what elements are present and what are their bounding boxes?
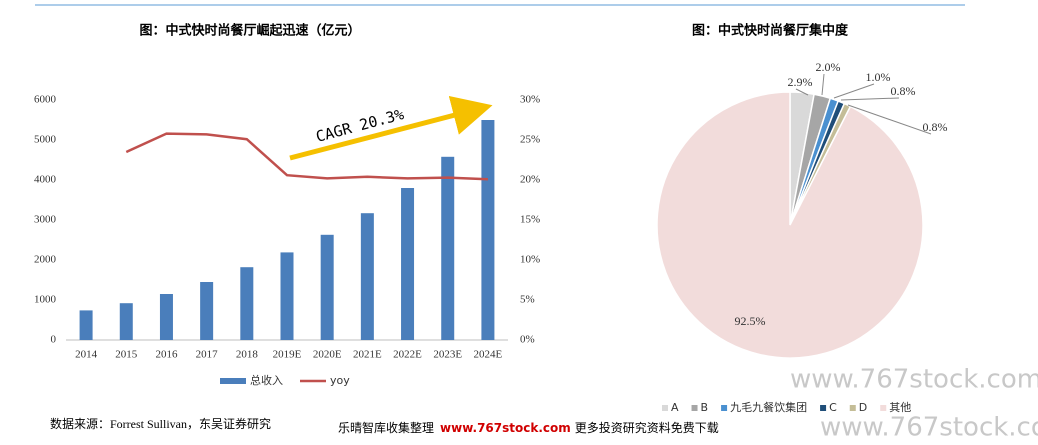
- legend-label: yoy: [330, 374, 350, 387]
- legend-label: 总收入: [250, 373, 283, 387]
- x-tick-label: 2022E: [393, 349, 422, 361]
- y-tick-label: 1000: [34, 294, 57, 306]
- data-label: 0.8%: [891, 84, 916, 98]
- bar: [119, 303, 133, 340]
- legend-swatch: [220, 378, 246, 384]
- x-tick-label: 2021E: [353, 349, 382, 361]
- cagr-arrow: [289, 95, 493, 161]
- bar: [79, 310, 93, 340]
- data-label: 2.9%: [788, 75, 813, 89]
- legend-label: A: [671, 401, 679, 414]
- legend-label: C: [829, 401, 837, 414]
- legend-swatch: [880, 405, 887, 411]
- y2-tick-label: 25%: [520, 134, 540, 146]
- bar: [441, 156, 455, 340]
- y2-tick-label: 0%: [520, 334, 535, 346]
- x-tick-label: 2023E: [433, 349, 462, 361]
- watermark: www.767stock.com: [790, 365, 1038, 395]
- data-label: 2.0%: [816, 60, 841, 74]
- bar: [159, 294, 173, 340]
- legend-label: D: [859, 401, 867, 414]
- data-label: 92.5%: [735, 314, 766, 328]
- leader-line: [840, 97, 900, 101]
- x-tick-label: 2020E: [313, 349, 342, 361]
- x-tick-label: 2016: [155, 349, 178, 361]
- y-tick-label: 3000: [34, 214, 57, 226]
- y2-tick-label: 5%: [520, 294, 535, 306]
- bar: [240, 267, 254, 340]
- bar: [401, 188, 415, 340]
- bar: [360, 213, 374, 340]
- y-tick-label: 0: [51, 334, 57, 346]
- y-tick-label: 4000: [34, 174, 57, 186]
- x-tick-label: 2024E: [474, 349, 503, 361]
- source-note: 数据来源：Forrest Sullivan，东吴证券研究: [50, 416, 271, 431]
- leader-line: [821, 73, 825, 96]
- bar: [320, 234, 334, 340]
- legend-label: B: [701, 401, 709, 414]
- chart-title: 图：中式快时尚餐厅集中度: [692, 23, 849, 39]
- leader-line: [833, 83, 875, 99]
- banner: 乐晴智库收集整理 www.767stock.com 更多投资研究资料免费下载: [338, 420, 719, 435]
- x-tick-label: 2014: [75, 349, 98, 361]
- y2-tick-label: 30%: [520, 94, 540, 106]
- chart-title: 图：中式快时尚餐厅崛起迅速（亿元）: [139, 23, 360, 39]
- x-tick-label: 2019E: [273, 349, 302, 361]
- x-tick-label: 2015: [115, 349, 138, 361]
- banner-url[interactable]: www.767stock.com: [440, 421, 571, 435]
- legend-swatch: [721, 405, 728, 411]
- legend-label: 其他: [889, 401, 911, 414]
- y-tick-label: 6000: [34, 94, 57, 106]
- line: [125, 132, 488, 181]
- leader-line: [847, 104, 932, 135]
- y2-tick-label: 10%: [520, 254, 540, 266]
- data-label: 0.8%: [923, 120, 948, 134]
- bar: [481, 120, 495, 340]
- x-tick-label: 2017: [196, 349, 219, 361]
- data-label: 1.0%: [866, 70, 891, 84]
- leader-line: [795, 88, 809, 96]
- x-tick-label: 2018: [236, 349, 259, 361]
- y2-tick-label: 15%: [520, 214, 540, 226]
- legend-swatch: [849, 405, 856, 411]
- bar: [200, 282, 214, 340]
- legend-label: 九毛九餐饮集团: [730, 400, 807, 414]
- watermark: www.767stock.com: [820, 413, 1038, 443]
- legend-swatch: [820, 405, 827, 411]
- pie-slice: [656, 91, 924, 359]
- bar: [280, 252, 294, 340]
- y-tick-label: 2000: [34, 254, 57, 266]
- legend-swatch: [691, 405, 698, 411]
- banner-right: 更多投资研究资料免费下载: [575, 420, 719, 435]
- banner-left: 乐晴智库收集整理: [338, 420, 434, 435]
- y2-tick-label: 20%: [520, 174, 540, 186]
- legend-swatch: [662, 405, 668, 411]
- y-tick-label: 5000: [34, 134, 57, 146]
